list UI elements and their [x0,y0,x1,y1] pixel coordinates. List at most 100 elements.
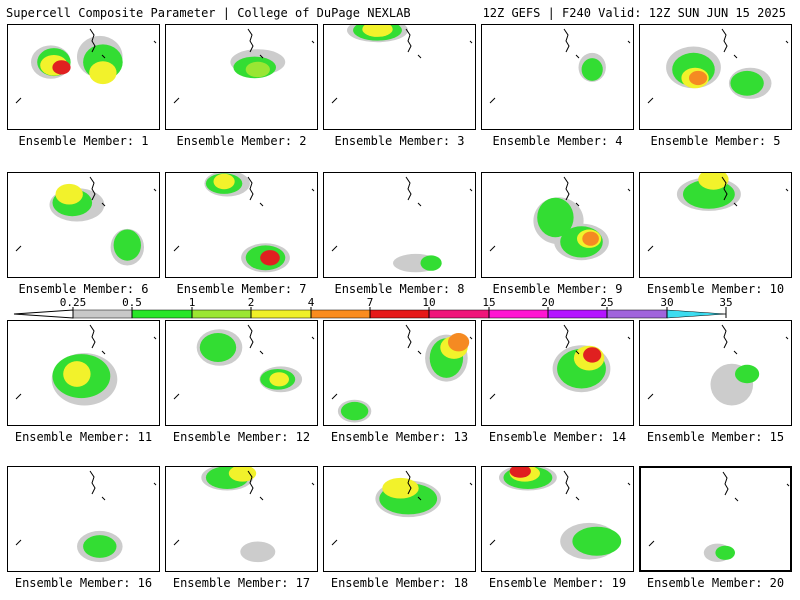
coastline [259,202,264,207]
coastline [647,97,654,104]
coastline [627,188,631,192]
coastline [489,245,496,252]
coastline [722,471,729,496]
coastline [247,28,254,53]
scp-field-map [331,25,473,104]
colorbar-label: 0.5 [122,296,142,309]
scp-contour-orange [689,70,708,86]
coastline [469,40,473,44]
coastline [469,336,473,340]
panel-label: Ensemble Member: 20 [646,576,785,590]
ensemble-panel [481,320,634,426]
coastline [469,188,473,192]
coastline [405,28,412,53]
coastline [15,539,22,546]
coastline [417,202,422,207]
ensemble-panel [165,24,318,130]
panel-label: Ensemble Member: 9 [492,282,623,296]
colorbar-label: 25 [600,296,614,309]
color-scale-bar [13,307,727,319]
colorbar-segment [250,309,312,319]
panel-label: Ensemble Member: 7 [176,282,307,296]
coastline [627,40,631,44]
coastline [15,393,22,400]
scp-field-map [489,467,631,560]
panel-label: Ensemble Member: 19 [488,576,627,590]
coastline [489,393,496,400]
colorbar-segment [666,309,727,319]
coastline [647,393,654,400]
coastline [311,482,315,486]
panel-label: Ensemble Member: 1 [18,134,149,148]
coastline [247,324,254,349]
coastline [331,539,338,546]
ensemble-panel [481,466,634,572]
coastline [173,539,180,546]
coastline [417,54,422,59]
colorbar-segment [428,309,490,319]
ensemble-panel [165,320,318,426]
scp-contour-yellow [362,25,393,37]
colorbar-label: 15 [482,296,496,309]
colorbar-label: 0.25 [59,296,87,309]
scp-field-map [489,28,631,104]
ensemble-panel [323,24,476,130]
scp-field-map [489,176,631,261]
coastline [647,245,654,252]
coastline [101,350,106,355]
colorbar-segment [191,309,252,319]
colorbar-segment [131,309,193,319]
colorbar-label: 1 [188,296,196,309]
scp-contour-orange [448,333,470,352]
coastline [331,393,338,400]
coastline [575,496,580,501]
coastline [311,188,315,192]
ensemble-panel [639,24,792,130]
panel-label: Ensemble Member: 8 [334,282,465,296]
scp-contour-green [730,70,764,96]
scp-field-map [489,324,631,400]
ensemble-panel [639,466,792,572]
coastline [153,482,157,486]
colorbar-label: 20 [541,296,555,309]
scp-contour-green [572,526,622,556]
panel-label: Ensemble Member: 17 [172,576,311,590]
coastline [786,483,790,487]
coastline [469,482,473,486]
scp-field-map [15,470,157,563]
scp-field-map [173,467,315,563]
coastline [89,28,96,53]
coastline [733,202,738,207]
scp-contour-green [537,197,574,238]
ensemble-panel [7,320,160,426]
colorbar-label: 30 [660,296,674,309]
ensemble-panel [323,466,476,572]
coastline [575,202,580,207]
coastline [721,176,728,201]
coastline [734,497,739,502]
scp-contour-yellow [55,183,83,205]
ensemble-panel [7,172,160,278]
scp-field-map [647,28,789,104]
coastline [101,496,106,501]
scp-contour-green [581,58,603,81]
ensemble-panel [7,24,160,130]
panel-label: Ensemble Member: 2 [176,134,307,148]
scp-contour-grey [240,541,276,563]
colorbar-label: 35 [719,296,733,309]
coastline [89,176,96,201]
coastline [627,482,631,486]
panel-label: Ensemble Member: 14 [488,430,627,444]
coastline [153,40,157,44]
panel-label: Ensemble Member: 16 [14,576,153,590]
scp-contour-green [113,229,141,261]
scp-contour-red [509,467,531,478]
colorbar-segment [72,309,133,319]
coastline [173,393,180,400]
coastline [733,350,738,355]
scp-contour-yellow [213,173,235,190]
coastline [489,97,496,104]
panel-label: Ensemble Member: 6 [18,282,149,296]
colorbar-segment [606,309,668,319]
coastline [101,202,106,207]
